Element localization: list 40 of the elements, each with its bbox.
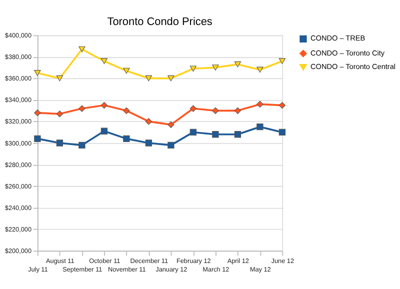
point	[190, 105, 197, 112]
point	[123, 107, 130, 114]
point	[100, 58, 108, 64]
point	[145, 118, 152, 125]
legend-label: CONDO – Toronto Central	[310, 62, 396, 72]
point	[56, 110, 64, 118]
point	[212, 131, 219, 138]
chart-title: Toronto Condo Prices	[107, 16, 213, 28]
point	[56, 75, 64, 82]
point	[123, 68, 130, 74]
point	[78, 105, 86, 112]
point	[78, 46, 86, 52]
point	[145, 140, 152, 146]
legend-label: CONDO – TREB	[310, 34, 366, 43]
point	[56, 140, 64, 146]
point	[212, 107, 219, 114]
point	[278, 128, 286, 136]
point	[78, 142, 86, 148]
point	[145, 75, 152, 82]
point	[34, 109, 41, 116]
point	[168, 121, 174, 128]
point	[190, 66, 197, 72]
point	[256, 100, 264, 108]
point	[256, 124, 264, 130]
point	[256, 66, 264, 73]
point	[278, 58, 286, 64]
legend-label: CONDO – Toronto City	[310, 48, 385, 58]
point	[168, 142, 174, 148]
point	[100, 102, 108, 109]
point	[234, 131, 242, 138]
point	[168, 75, 174, 82]
point	[234, 107, 242, 114]
point	[234, 61, 242, 68]
point	[34, 70, 41, 76]
point	[212, 64, 219, 70]
point	[34, 135, 41, 142]
point	[123, 135, 130, 142]
point	[190, 128, 197, 136]
point	[100, 128, 108, 134]
point	[278, 102, 286, 109]
